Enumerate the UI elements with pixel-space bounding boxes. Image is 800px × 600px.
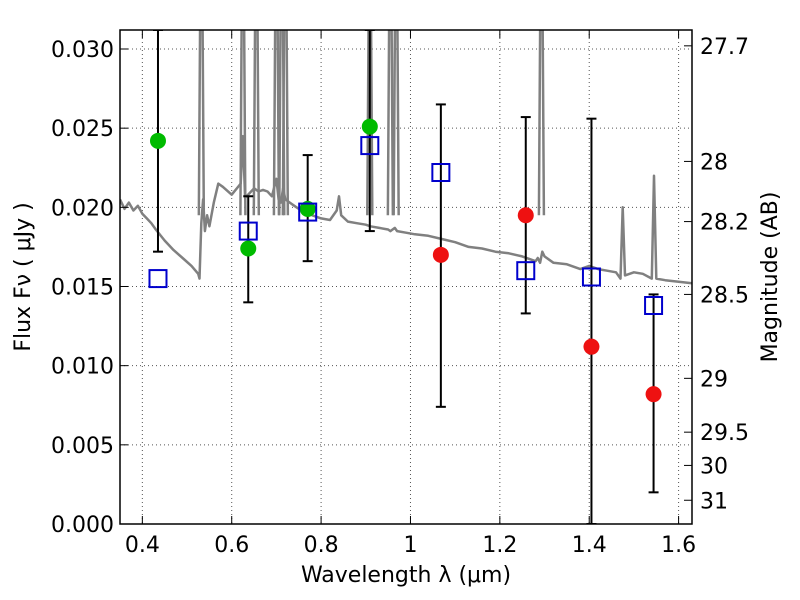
- y-tick-label: 0.000: [51, 513, 114, 538]
- emission-line-peak: [272, 30, 281, 216]
- y-tick-label: 0.025: [51, 117, 114, 142]
- plot-area: [120, 30, 692, 524]
- observed-square: [298, 202, 318, 222]
- observed-square: [431, 163, 451, 182]
- y-tick-label: 0.020: [51, 196, 114, 221]
- x-tick-label: 0.6: [214, 533, 249, 558]
- emission-line-peak: [281, 30, 290, 216]
- emission-line-peak: [392, 30, 400, 216]
- observed-square: [148, 269, 168, 289]
- y2-tick-label: 28.5: [700, 283, 749, 308]
- grid: [120, 30, 692, 525]
- emission-line-peak: [366, 30, 374, 216]
- y-axis-label: Flux Fν ( μJy ): [11, 202, 36, 351]
- observed-square: [581, 267, 601, 287]
- y2-tick-label: 31: [700, 489, 728, 514]
- model-point-green: [361, 118, 378, 135]
- emission-line-peak: [252, 30, 261, 216]
- observed-square: [238, 221, 258, 241]
- x-tick-label: 1.6: [661, 533, 696, 558]
- emission-line-peak: [386, 30, 395, 216]
- tick-labels: 0.4 0.6 0.8 1 1.2 1.4 1.6 0.000 0.005 0.010 0.015 0…: [51, 35, 749, 558]
- x-tick-label: 1.4: [572, 533, 607, 558]
- y-tick-label: 0.010: [51, 355, 114, 380]
- plot-frame: [119, 29, 693, 525]
- x-tick-label: 0.4: [125, 533, 160, 558]
- y2-tick-label: 27.7: [700, 35, 749, 60]
- y2-tick-label: 30: [700, 454, 728, 479]
- spectrum-line: [120, 134, 692, 285]
- model-point-red: [517, 207, 534, 224]
- model-point-green: [299, 200, 316, 217]
- model-point-red: [583, 338, 600, 355]
- model-point-red: [432, 246, 449, 263]
- x-tick-label: 1.2: [482, 533, 517, 558]
- model-point-green: [240, 240, 257, 257]
- observed-square: [516, 261, 536, 281]
- y2-tick-label: 28.2: [700, 211, 749, 236]
- observed-square: [644, 296, 664, 315]
- emission-line-peak: [239, 30, 247, 216]
- model-point-green: [149, 132, 166, 149]
- tick-marks: [120, 30, 692, 525]
- observed-square: [360, 136, 380, 156]
- y-tick-label: 0.030: [51, 38, 114, 63]
- model-point-red: [645, 386, 662, 403]
- emission-line-peak: [197, 30, 206, 216]
- x-tick-label: 1: [403, 533, 417, 558]
- y2-tick-label: 28: [700, 150, 728, 175]
- y-tick-label: 0.015: [51, 276, 114, 301]
- y2-tick-label: 29: [700, 367, 728, 392]
- y2-axis-label: Magnitude (AB): [758, 192, 783, 363]
- y-tick-label: 0.005: [51, 434, 114, 459]
- emission-line-peak: [537, 30, 546, 216]
- y2-tick-label: 29.5: [700, 421, 749, 446]
- x-tick-label: 0.8: [304, 533, 339, 558]
- x-axis-label: Wavelength λ (μm): [301, 563, 511, 588]
